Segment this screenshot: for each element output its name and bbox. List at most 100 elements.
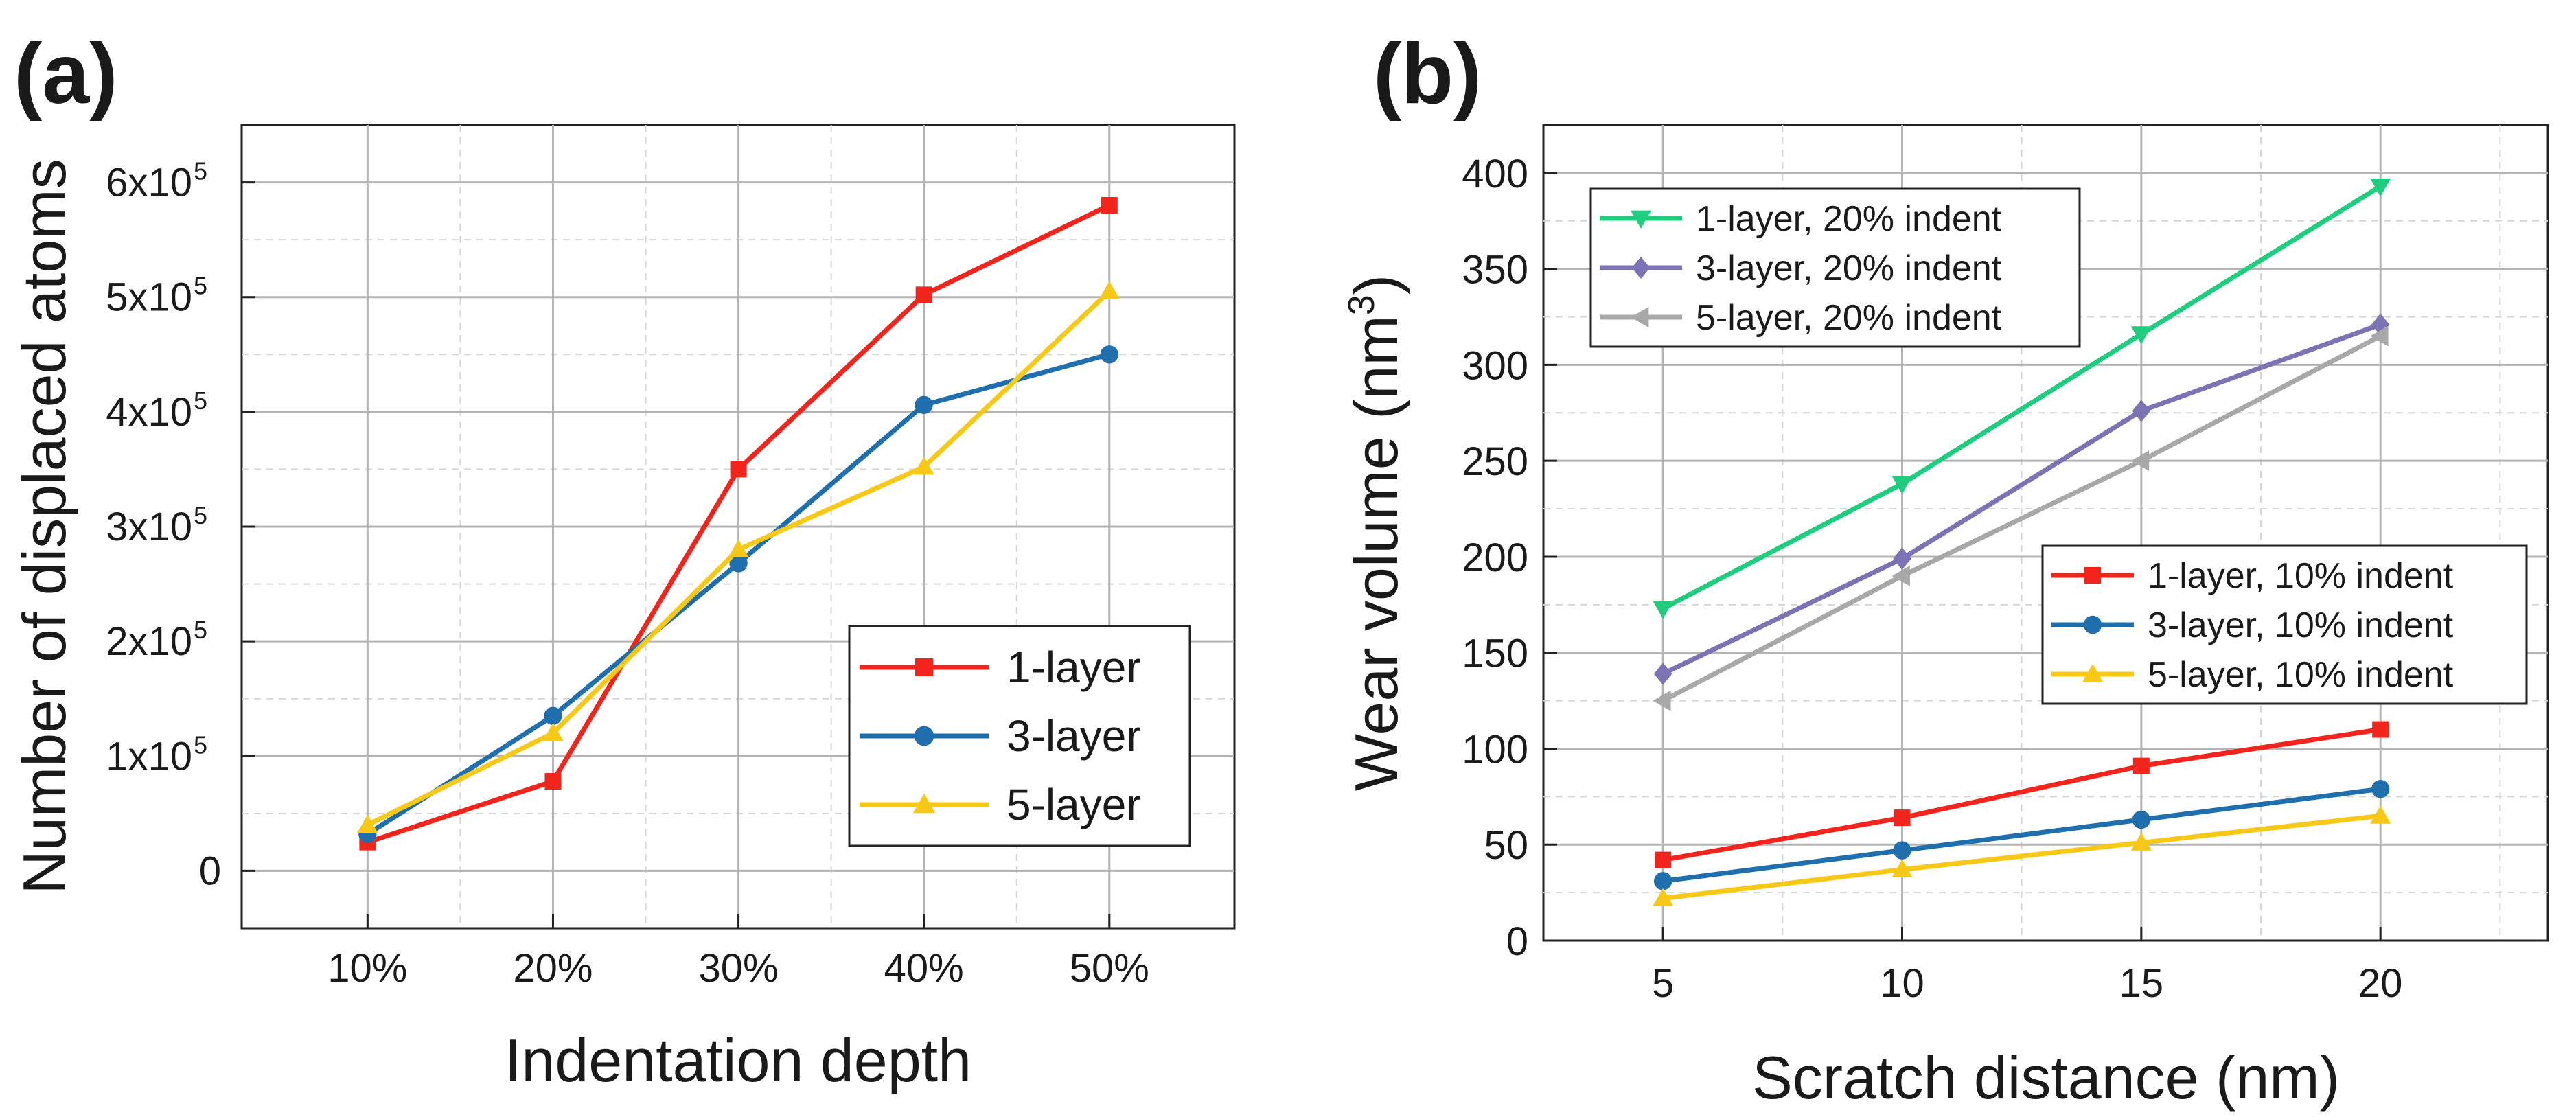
panel-b-frame	[1542, 124, 2549, 942]
panel-b-y-tick-400: 400	[1462, 152, 1528, 196]
panel-b-y-tick-300: 300	[1462, 343, 1528, 388]
series-point-1-layer	[915, 286, 932, 303]
legend-marker-3-layer-10-indent	[2083, 615, 2102, 634]
series-point-3-layer-10-indent	[2371, 779, 2390, 798]
series-point-5-layer	[1099, 281, 1120, 299]
series-point-1-layer-10-indent	[1655, 851, 1672, 868]
legend-marker-5-layer-10-indent	[2082, 664, 2103, 682]
panel-b-y-label: Wear volume (nm3)	[1341, 275, 1410, 791]
series-point-1-layer-10-indent	[2372, 721, 2389, 738]
legend-label-3-layer: 3-layer	[1007, 711, 1141, 761]
legend-label-3-layer-10-indent: 3-layer, 10% indent	[2148, 606, 2454, 645]
series-line-5-layer-20-indent	[1661, 334, 2382, 703]
legend-label-5-layer: 5-layer	[1007, 780, 1141, 829]
panel-a-y-tick-exponent: 5	[194, 730, 207, 759]
series-line-1-layer-10-indent	[1662, 727, 2381, 863]
panel-a-x-ticks: 10% 20% 30% 40% 50%	[327, 914, 1149, 991]
panel-a-y-tick-exponent: 5	[194, 157, 207, 185]
legend-marker-3-layer	[914, 726, 934, 746]
series-point-3-layer-20-indent	[1653, 663, 1672, 685]
panel-b-y-tick-100: 100	[1462, 727, 1528, 772]
panel-a-x-tick-10: 10%	[327, 946, 407, 991]
panel-b-x-ticks: 5 10 15 20	[1652, 927, 2402, 1006]
series-point-1-layer	[730, 461, 747, 478]
panel-b-letter: (b)	[1373, 27, 1482, 122]
series-point-3-layer	[544, 706, 562, 725]
legend-marker-5-layer	[912, 793, 936, 814]
series-point-1-layer-10-indent	[1894, 809, 1911, 827]
panel-b-y-label-main: Wear volume (nm	[1342, 315, 1410, 791]
legend-label-1-layer-10-indent: 1-layer, 10% indent	[2148, 556, 2454, 596]
series-point-3-layer-10-indent	[1893, 841, 1911, 860]
series-point-5-layer-10-indent	[1653, 888, 1674, 906]
series-point-5-layer-20-indent	[1653, 690, 1671, 711]
panel-b-y-tick-200: 200	[1462, 536, 1528, 580]
series-point-1-layer-20-indent	[2130, 326, 2152, 345]
panel-a-x-tick-50: 50%	[1070, 946, 1149, 991]
series-line-3-layer-20-indent	[1661, 322, 2382, 676]
panel-b-y-tick-250: 250	[1462, 439, 1528, 484]
panel-a-y-tick-200000: 2x10	[106, 619, 192, 664]
panel-b-x-tick-20: 20	[2358, 961, 2403, 1006]
series-point-5-layer-10-indent	[1891, 859, 1913, 877]
legend-label-5-layer-20-indent: 5-layer, 20% indent	[1696, 298, 2002, 338]
series-point-3-layer-20-indent	[2132, 400, 2151, 422]
panel-a-letter: (a)	[14, 27, 118, 122]
panel-a-x-tick-20: 20%	[513, 946, 593, 991]
series-point-5-layer	[728, 539, 749, 557]
series-line-3-layer-10-indent	[1662, 786, 2381, 884]
series-point-1-layer	[1101, 197, 1118, 214]
series-point-1-layer-10-indent	[2132, 757, 2150, 774]
panel-b-series	[1653, 179, 2391, 906]
panel-b-x-tick-15: 15	[2119, 961, 2164, 1006]
series-line-5-layer-10-indent	[1662, 813, 2381, 901]
series-point-3-layer	[915, 395, 933, 415]
panel-b-x-label: Scratch distance (nm)	[1752, 1044, 2340, 1112]
series-point-3-layer-10-indent	[1653, 872, 1672, 890]
panel-b-y-label-end: )	[1342, 275, 1410, 295]
panel-a-y-label: Number of displaced atoms	[10, 159, 78, 894]
series-point-1-layer-20-indent	[1653, 601, 1674, 619]
panel-a-x-label: Indentation depth	[505, 1026, 971, 1094]
panel-a-y-tick-400000: 4x10	[106, 390, 192, 435]
panel-b-y-label-sup: 3	[1341, 295, 1382, 315]
legend-marker-1-layer-20-indent	[1631, 210, 1651, 229]
panel-a-y-tick-100000: 1x10	[106, 734, 192, 779]
panel-a-y-tick-0: 0	[199, 849, 221, 893]
series-point-1-layer	[544, 773, 562, 790]
panel-b-y-tick-50: 50	[1484, 823, 1528, 868]
series-point-5-layer-10-indent	[2130, 832, 2152, 851]
panel-a-y-tick-exponent: 5	[194, 616, 207, 644]
panel-b-legend-10: 1-layer, 10% indent 3-layer, 10% indent 5-…	[2041, 544, 2528, 705]
legend-label-3-layer-20-indent: 3-layer, 20% indent	[1696, 249, 2002, 288]
panel-b-y-tick-0: 0	[1506, 919, 1528, 964]
series-line-1-layer-20-indent	[1661, 184, 2382, 611]
series-point-3-layer-20-indent	[1893, 547, 1911, 570]
legend-marker-3-layer-20-indent	[1631, 256, 1651, 279]
series-point-1-layer-20-indent	[2370, 179, 2391, 197]
legend-marker-5-layer-20-indent	[1631, 307, 1649, 327]
legend-label-5-layer-10-indent: 5-layer, 10% indent	[2148, 655, 2454, 695]
panel-a-y-tick-exponent: 5	[194, 501, 207, 529]
series-point-3-layer-10-indent	[2132, 810, 2151, 829]
series-point-3-layer	[729, 554, 748, 573]
panel-a-y-tick-exponent: 5	[194, 272, 207, 300]
panel-a-series	[357, 197, 1120, 851]
panel-a-y-tick-600000: 6x10	[106, 161, 192, 205]
legend-label-1-layer-20-indent: 1-layer, 20% indent	[1696, 199, 2002, 239]
panel-a-y-tick-500000: 5x10	[106, 275, 192, 320]
series-point-5-layer	[542, 722, 564, 741]
panel-a-x-tick-40: 40%	[884, 946, 964, 991]
panel-b-y-ticks: 0 50 100 150 200 250 300 350 400	[1462, 152, 1557, 964]
panel-b: (b) 5 10 15 20 0 50 100 150 200 250 300 350 400 Scr…	[1341, 27, 2549, 1112]
series-point-1-layer-20-indent	[1891, 476, 1913, 494]
series-point-5-layer	[357, 814, 378, 833]
legend-marker-1-layer-10-indent	[2084, 567, 2101, 584]
panel-b-y-tick-350: 350	[1462, 248, 1528, 292]
panel-b-x-tick-5: 5	[1652, 961, 1674, 1006]
series-point-5-layer	[913, 457, 934, 475]
panel-b-y-tick-150: 150	[1462, 632, 1528, 676]
